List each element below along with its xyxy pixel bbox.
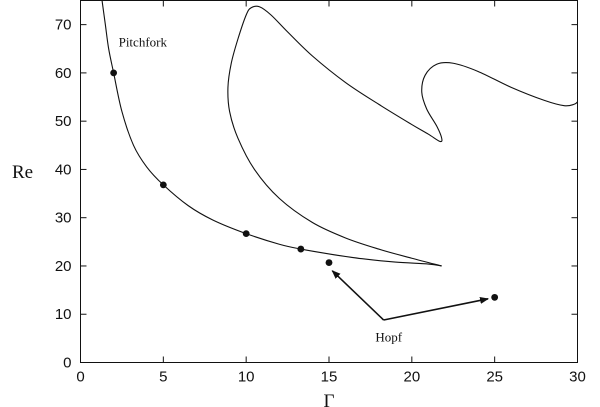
annotation-arrows [331, 270, 490, 321]
annotations: Pitchfork Hopf [119, 34, 403, 344]
y-tick-label: 30 [55, 210, 72, 227]
bifurcation-curve-2 [227, 5, 578, 267]
y-tick-label: 70 [55, 17, 72, 34]
critical-point-marker [297, 245, 305, 253]
y-axis-label: Re [12, 162, 33, 183]
y-tick-label: 0 [63, 355, 71, 372]
annotation-label: Pitchfork [119, 34, 168, 49]
x-tick-label: 15 [321, 369, 338, 386]
critical-point-marker [159, 181, 167, 189]
y-tick-label: 40 [55, 161, 72, 178]
y-tick-label: 60 [55, 65, 72, 82]
plot-frame [80, 0, 578, 363]
x-tick-label: 25 [486, 369, 503, 386]
x-tick-label: 0 [76, 369, 84, 386]
critical-point-marker [491, 293, 499, 301]
annotation-arrow [383, 296, 490, 321]
y-tick-label: 20 [55, 258, 72, 275]
x-axis-label: Γ [324, 391, 335, 407]
critical-points [110, 69, 499, 301]
x-tick-label: 10 [238, 369, 255, 386]
annotation-label: Hopf [375, 329, 402, 344]
y-tick-label: 10 [55, 306, 72, 323]
x-tick-label: 5 [159, 369, 167, 386]
bifurcation-curves [101, 0, 578, 267]
axis-ticks [80, 0, 578, 363]
annotation-arrow [331, 270, 385, 321]
critical-point-marker [110, 69, 118, 77]
critical-point-marker [242, 230, 250, 238]
x-tick-label: 30 [569, 369, 586, 386]
critical-point-marker [325, 259, 333, 266]
x-tick-label: 20 [403, 369, 420, 386]
y-tick-label: 50 [55, 113, 72, 130]
axis-tick-labels: 0 5 10 15 20 25 30 0 10 20 30 40 50 60 70 [55, 17, 586, 386]
